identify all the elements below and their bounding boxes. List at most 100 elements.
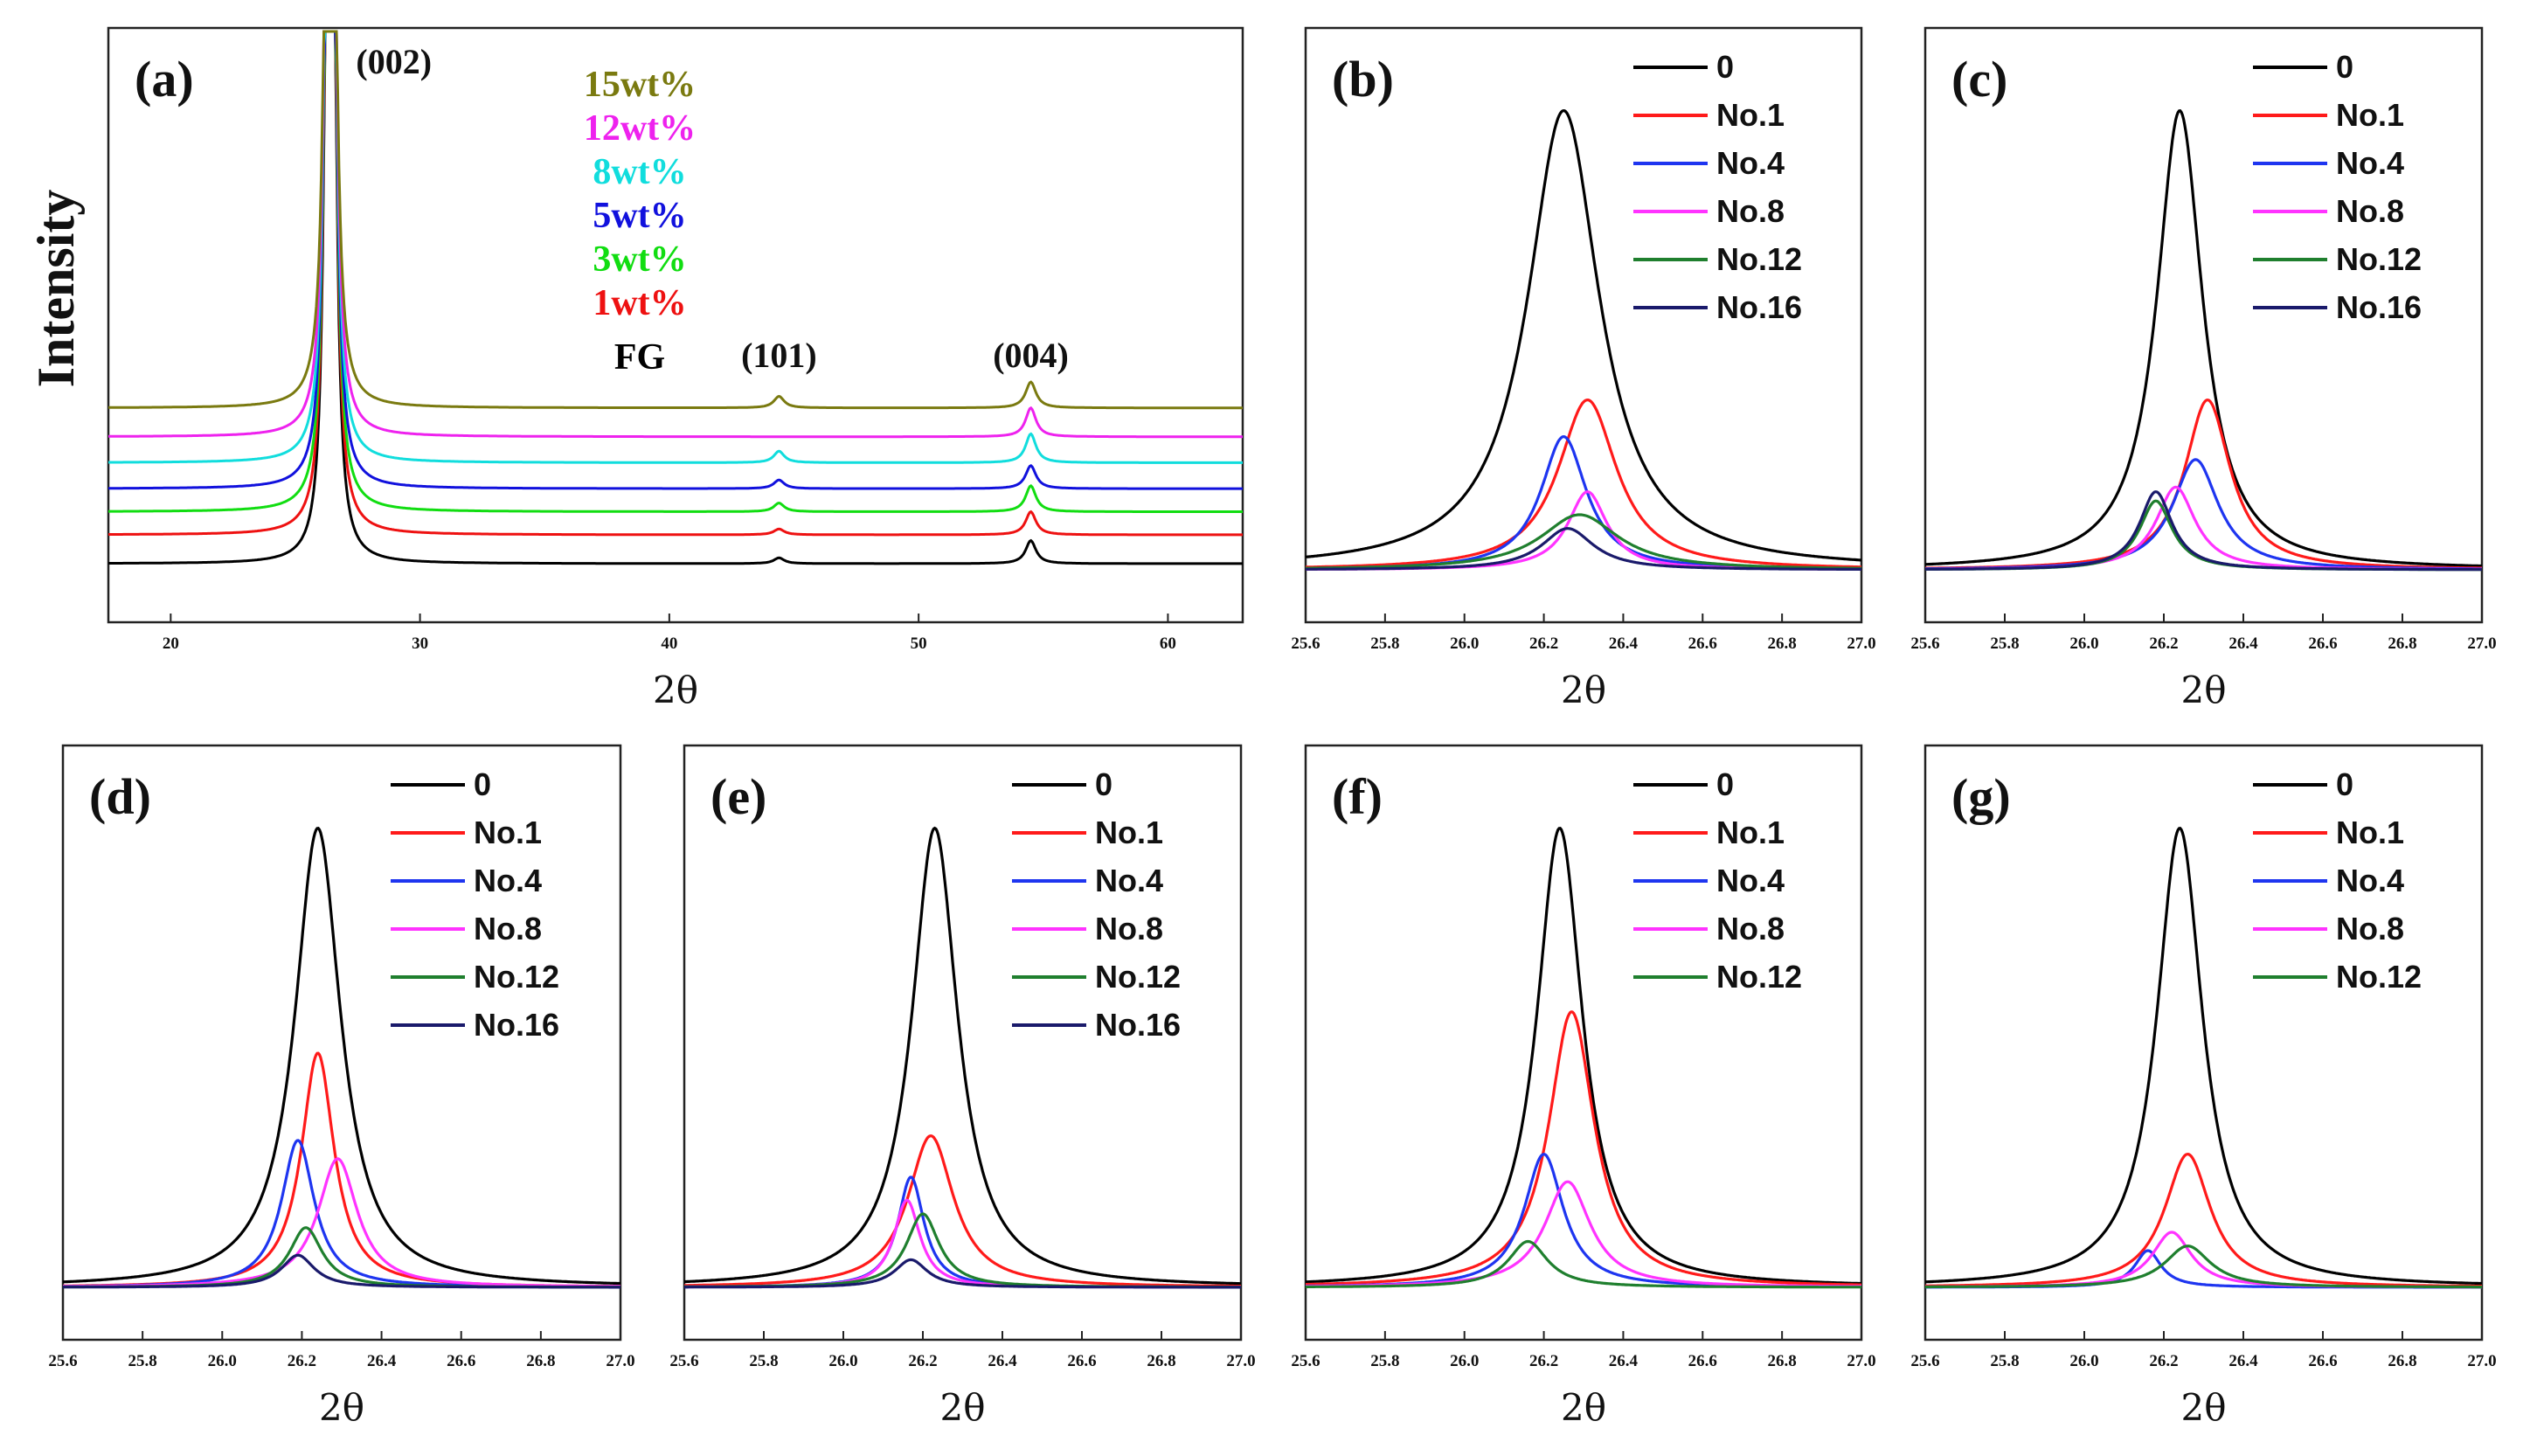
panel-e: 25.6 25.8 26.0 26.2 26.4 26.6 26.8 27.0 2θ (e) 0 No… [669, 744, 1256, 1429]
x-axis-label: 2θ [1561, 1386, 1606, 1429]
series-line-No.8 [63, 1157, 621, 1288]
series-line-1wt% [108, 30, 1243, 537]
x-tick-label: 26.0 [1450, 634, 1479, 653]
x-axis-label: 2θ [2180, 669, 2226, 711]
legend-label-No.1: No.1 [474, 815, 542, 850]
legend-label-No.4: No.4 [1716, 863, 1785, 898]
legend-label-No.8: No.8 [2336, 193, 2404, 229]
x-tick-label: 26.8 [1147, 1352, 1175, 1370]
x-tick-label: 26.2 [1529, 1352, 1558, 1370]
panel-g: 25.6 25.8 26.0 26.2 26.4 26.6 26.8 27.0 2θ (g) 0 No… [1910, 744, 2497, 1429]
peak-label: (002) [356, 42, 432, 81]
plot-frame [1304, 744, 1863, 1342]
x-tick-label: 26.4 [1609, 1352, 1639, 1370]
legend-label-No.8: No.8 [2336, 911, 2404, 946]
x-tick-label: 26.6 [447, 1352, 475, 1370]
series-line-No.1 [1925, 399, 2482, 570]
series-line-No.1 [1306, 1010, 1861, 1286]
plot-frame [1304, 26, 1863, 624]
series-line-No.8 [1306, 490, 1861, 571]
x-tick-label: 60 [1160, 634, 1176, 653]
panel-c: 25.6 25.8 26.0 26.2 26.4 26.6 26.8 27.0 2θ (c) 0 No… [1910, 26, 2497, 711]
x-tick-label: 26.6 [1067, 1352, 1096, 1370]
x-tick-label: 25.8 [1370, 1352, 1399, 1370]
x-tick-label: 50 [911, 634, 927, 653]
legend-label-No.8: No.8 [474, 911, 542, 946]
legend-label-No.1: No.1 [1716, 815, 1785, 850]
legend-label-No.4: No.4 [2336, 145, 2404, 181]
x-tick-label: 25.6 [1910, 1352, 1939, 1370]
x-tick-label: 40 [661, 634, 677, 653]
x-tick-label: 26.8 [2388, 634, 2416, 653]
legend-label-5wt%: 5wt% [593, 196, 686, 236]
x-tick-label: 26.0 [2069, 634, 2098, 653]
x-tick-label: 26.2 [288, 1352, 316, 1370]
legend-label-No.12: No.12 [1716, 241, 1802, 277]
x-tick-label: 26.8 [1768, 634, 1797, 653]
series-line-No.16 [684, 1258, 1241, 1289]
legend-label-No.8: No.8 [1095, 911, 1163, 946]
x-tick-label: 26.4 [2228, 634, 2258, 653]
legend-label-1wt%: 1wt% [593, 283, 686, 323]
x-tick-label: 25.6 [48, 1352, 77, 1370]
legend-label-8wt%: 8wt% [593, 152, 686, 192]
series-line-FG [108, 30, 1243, 565]
x-tick-label: 27.0 [1847, 1352, 1875, 1370]
x-tick-label: 26.6 [1688, 1352, 1717, 1370]
legend-label-No.16: No.16 [1716, 289, 1802, 325]
x-tick-label: 25.8 [1370, 634, 1399, 653]
legend-label-0: 0 [2336, 49, 2353, 85]
panel-f: 25.6 25.8 26.0 26.2 26.4 26.6 26.8 27.0 2θ (f) 0 No… [1291, 744, 1876, 1429]
x-axis-label: 2θ [653, 669, 698, 711]
plot-frame [61, 744, 622, 1342]
x-tick-label: 26.0 [828, 1352, 857, 1370]
x-tick-label: 26.4 [988, 1352, 1017, 1370]
legend-label-No.12: No.12 [474, 959, 559, 995]
legend-label-No.1: No.1 [1095, 815, 1163, 850]
x-tick-label: 26.8 [526, 1352, 555, 1370]
x-tick-label: 26.4 [1609, 634, 1639, 653]
legend-label-FG: FG [614, 337, 665, 378]
legend-label-0: 0 [1095, 766, 1112, 802]
peak-label: (101) [741, 336, 817, 375]
x-tick-label: 26.8 [1768, 1352, 1797, 1370]
series-line-No.12 [63, 1226, 620, 1289]
panel-a: 20 30 40 50 60 2θ (a) (002) (101) (004) 15wt%12wt%… [27, 26, 1244, 711]
x-axis-label: 2θ [319, 1386, 364, 1429]
series-line-No.1 [63, 1051, 620, 1288]
legend-label-No.16: No.16 [474, 1007, 559, 1043]
plot-frame [1923, 26, 2484, 624]
x-tick-label: 26.2 [908, 1352, 937, 1370]
panel-label: (c) [1951, 51, 2007, 107]
series-line-8wt% [108, 30, 1243, 464]
legend-label-0: 0 [1716, 766, 1734, 802]
legend-label-No.4: No.4 [474, 863, 542, 898]
x-tick-label: 27.0 [2467, 634, 2496, 653]
panel-b: 25.6 25.8 26.0 26.2 26.4 26.6 26.8 27.0 2θ (b) 0 No… [1291, 26, 1876, 711]
series-line-No.4 [1305, 434, 1861, 571]
legend-label-No.16: No.16 [1095, 1007, 1181, 1043]
series-line-12wt% [108, 30, 1243, 439]
series-line-No.12 [1925, 1245, 2482, 1289]
legend-label-No.8: No.8 [1716, 911, 1785, 946]
series-line-0 [62, 826, 621, 1286]
legend-label-No.1: No.1 [2336, 97, 2404, 133]
series-line-No.1 [1306, 398, 1861, 569]
x-tick-label: 27.0 [606, 1352, 634, 1370]
x-tick-label: 25.8 [1990, 634, 2019, 653]
legend-label-No.4: No.4 [1095, 863, 1163, 898]
panel-label: (a) [135, 51, 194, 107]
x-tick-label: 25.8 [749, 1352, 778, 1370]
x-tick-label: 25.6 [1291, 1352, 1320, 1370]
x-tick-label: 26.2 [1529, 634, 1558, 653]
y-axis-label: Intensity [27, 190, 85, 388]
series-line-No.4 [1306, 1153, 1861, 1288]
series-line-No.16 [1925, 490, 2482, 572]
series-line-No.12 [1306, 513, 1861, 570]
x-tick-label: 26.4 [367, 1352, 397, 1370]
series-line-No.16 [63, 1253, 620, 1289]
x-tick-label: 26.6 [1688, 634, 1717, 653]
legend-label-No.1: No.1 [1716, 97, 1785, 133]
peak-label: (004) [993, 336, 1069, 375]
